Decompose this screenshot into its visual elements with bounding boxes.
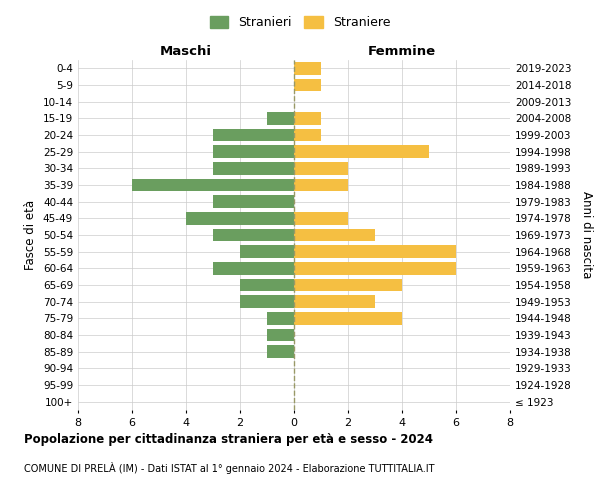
Bar xyxy=(213,146,294,158)
Bar xyxy=(294,229,375,241)
Bar xyxy=(294,262,456,274)
Bar xyxy=(294,279,402,291)
Bar xyxy=(294,62,321,74)
Bar xyxy=(294,146,429,158)
Bar xyxy=(294,112,321,124)
Bar xyxy=(294,162,348,174)
Bar xyxy=(240,279,294,291)
Text: Femmine: Femmine xyxy=(368,46,436,59)
Y-axis label: Fasce di età: Fasce di età xyxy=(25,200,37,270)
Text: COMUNE DI PRELÀ (IM) - Dati ISTAT al 1° gennaio 2024 - Elaborazione TUTTITALIA.I: COMUNE DI PRELÀ (IM) - Dati ISTAT al 1° … xyxy=(24,462,434,474)
Bar xyxy=(294,129,321,141)
Bar xyxy=(267,112,294,124)
Bar xyxy=(186,212,294,224)
Y-axis label: Anni di nascita: Anni di nascita xyxy=(580,192,593,278)
Bar xyxy=(132,179,294,192)
Bar xyxy=(213,229,294,241)
Bar xyxy=(294,212,348,224)
Bar xyxy=(240,246,294,258)
Bar xyxy=(213,162,294,174)
Bar xyxy=(240,296,294,308)
Bar xyxy=(213,196,294,208)
Bar xyxy=(294,79,321,92)
Bar xyxy=(294,312,402,324)
Bar xyxy=(267,346,294,358)
Legend: Stranieri, Straniere: Stranieri, Straniere xyxy=(209,16,391,29)
Bar xyxy=(294,179,348,192)
Bar xyxy=(213,262,294,274)
Bar xyxy=(267,329,294,341)
Bar xyxy=(294,246,456,258)
Bar xyxy=(213,129,294,141)
Text: Maschi: Maschi xyxy=(160,46,212,59)
Bar xyxy=(267,312,294,324)
Text: Popolazione per cittadinanza straniera per età e sesso - 2024: Popolazione per cittadinanza straniera p… xyxy=(24,432,433,446)
Bar xyxy=(294,296,375,308)
